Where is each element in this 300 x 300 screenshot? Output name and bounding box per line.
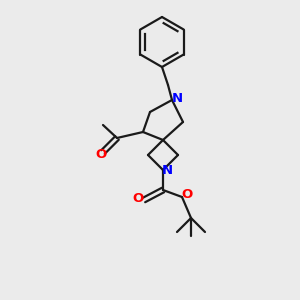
Text: N: N	[171, 92, 183, 104]
Text: N: N	[161, 164, 172, 178]
Text: O: O	[132, 193, 144, 206]
Text: O: O	[182, 188, 193, 200]
Text: O: O	[95, 148, 106, 161]
